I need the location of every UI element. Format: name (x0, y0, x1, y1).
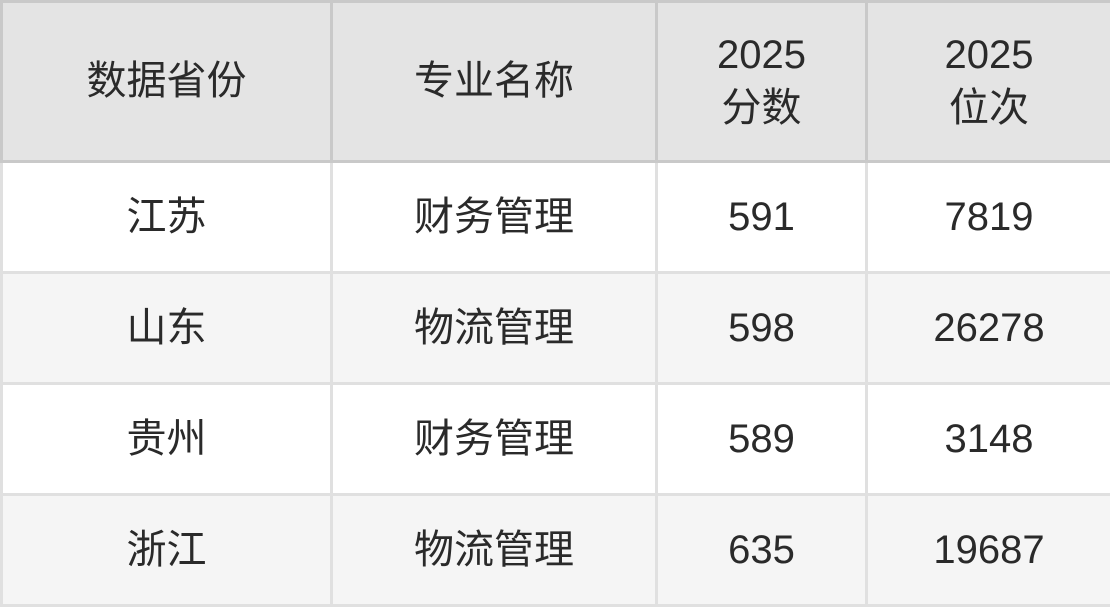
cell-province: 山东 (2, 273, 332, 384)
cell-score: 635 (657, 495, 867, 606)
header-cell-score-2025: 2025 分数 (657, 2, 867, 162)
cell-score: 589 (657, 384, 867, 495)
cell-rank: 3148 (867, 384, 1110, 495)
cell-rank: 26278 (867, 273, 1110, 384)
header-cell-major: 专业名称 (332, 2, 657, 162)
cell-major: 物流管理 (332, 273, 657, 384)
table-row-guizhou: 贵州 财务管理 589 3148 (2, 384, 1110, 495)
header-cell-rank-2025: 2025 位次 (867, 2, 1110, 162)
cell-province: 浙江 (2, 495, 332, 606)
header-cell-province: 数据省份 (2, 2, 332, 162)
table-row-zhejiang: 浙江 物流管理 635 19687 (2, 495, 1110, 606)
cell-major: 财务管理 (332, 162, 657, 273)
cell-major: 财务管理 (332, 384, 657, 495)
cell-rank: 19687 (867, 495, 1110, 606)
table-row-shandong: 山东 物流管理 598 26278 (2, 273, 1110, 384)
table-row-jiangsu: 江苏 财务管理 591 7819 (2, 162, 1110, 273)
header-row: 数据省份 专业名称 2025 分数 2025 位次 (2, 2, 1110, 162)
cell-score: 591 (657, 162, 867, 273)
cell-score: 598 (657, 273, 867, 384)
cell-rank: 7819 (867, 162, 1110, 273)
cell-province: 江苏 (2, 162, 332, 273)
cell-province: 贵州 (2, 384, 332, 495)
cell-major: 物流管理 (332, 495, 657, 606)
